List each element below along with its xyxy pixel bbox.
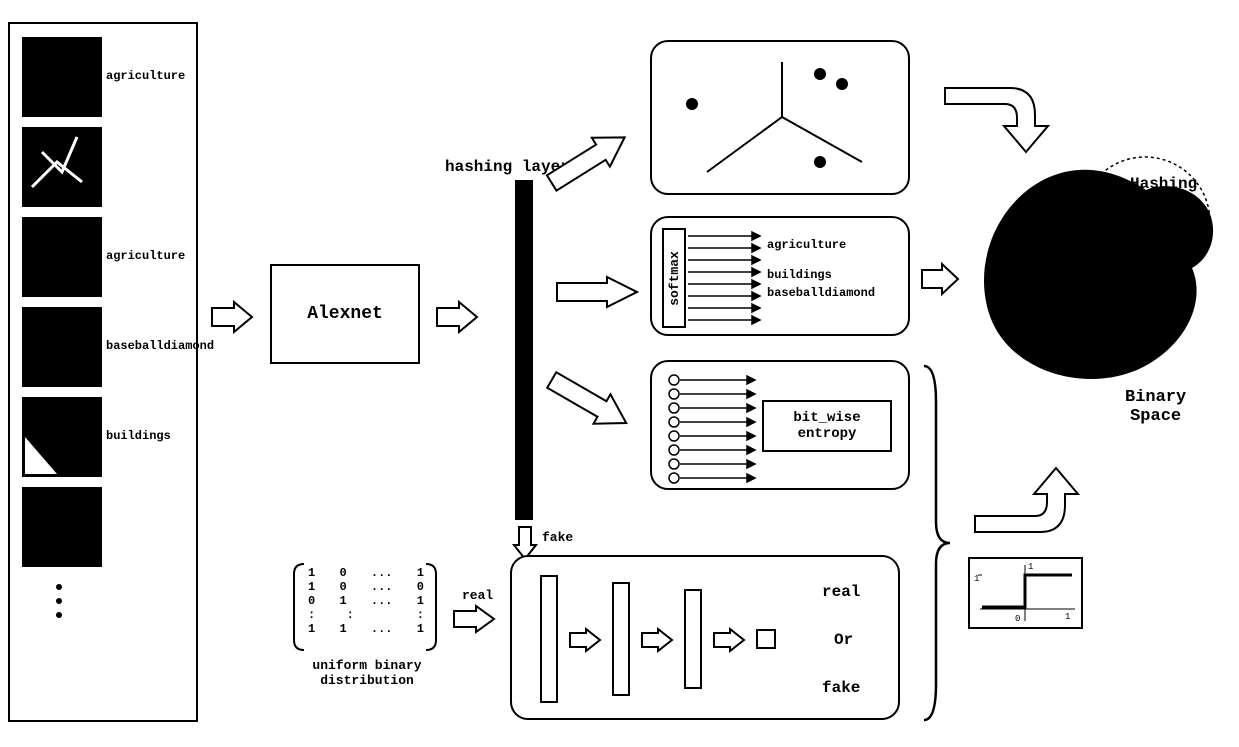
thumb-3: [22, 307, 102, 387]
disc-arrow-2: [712, 627, 746, 653]
thumb-1: [22, 127, 102, 207]
disc-arrow-0: [568, 627, 602, 653]
svg-text:0: 0: [1015, 614, 1020, 624]
disc-layer-1: [612, 582, 630, 696]
disc-layer-3: [756, 629, 776, 649]
hashing-space-label: Hashing space: [1130, 175, 1197, 211]
hashing-layer-bar: [515, 180, 533, 520]
arrow-step-venn: [970, 460, 1100, 550]
arrow-softmax-venn: [920, 262, 960, 296]
disc-out-fake: fake: [822, 679, 860, 697]
thumb-5: [22, 487, 102, 567]
brace-icon: [916, 362, 956, 724]
thumb-4-tri: [22, 397, 102, 477]
thumb-0: [22, 37, 102, 117]
thumb-4: [22, 397, 102, 477]
disc-layer-0: [540, 575, 558, 703]
real-label: real: [462, 588, 493, 603]
thumb-0-label: agriculture: [106, 69, 185, 83]
arrow-to-softmax: [555, 275, 639, 309]
separation-plot: [652, 42, 912, 197]
ubd-matrix: 10...1 10...0 01...1 :: : 11...1: [290, 560, 440, 654]
softmax-item-2: baseballdiamond: [767, 286, 875, 300]
arrow-alexnet-hashing: [435, 300, 479, 334]
softmax-item-0: agriculture: [767, 238, 846, 252]
svg-text:1: 1: [1065, 612, 1070, 622]
svg-text:1: 1: [1028, 562, 1033, 572]
entropy-label-box: bit_wise entropy: [762, 400, 892, 452]
disc-layer-2: [684, 589, 702, 689]
step-function-box: 1 0 1 1: [968, 557, 1083, 629]
entropy-box: bit_wise entropy: [650, 360, 910, 490]
disc-arrow-1: [640, 627, 674, 653]
disc-out-or: Or: [834, 631, 853, 649]
arrow-topbox-venn: [940, 70, 1070, 160]
arrow-to-topbox: [540, 119, 638, 200]
arrow-input-alexnet: [210, 300, 254, 334]
ubd-caption: uniform binary distribution: [292, 658, 442, 688]
thumb-3-label: baseballdiamond: [106, 339, 214, 353]
alexnet-box: Alexnet: [270, 264, 420, 364]
thumb-2-label: agriculture: [106, 249, 185, 263]
softmax-box: softmax agriculture buildings baseballdi…: [650, 216, 910, 336]
softmax-item-1: buildings: [767, 268, 832, 282]
separation-box: [650, 40, 910, 195]
thumb-4-label: buildings: [106, 429, 171, 443]
step-function-plot: 1 0 1 1: [970, 559, 1081, 627]
discriminator-box: real Or fake: [510, 555, 900, 720]
arrow-real: [452, 604, 496, 634]
fake-label: fake: [542, 530, 573, 545]
disc-out-real: real: [822, 583, 860, 601]
alexnet-label: Alexnet: [307, 304, 383, 324]
input-panel: agriculture agriculture baseballdiamond …: [8, 22, 198, 722]
thumb-1-scribble: [22, 127, 102, 207]
arrow-to-entropy: [541, 363, 640, 442]
binary-space-label: Binary Space: [1125, 388, 1186, 426]
thumb-2: [22, 217, 102, 297]
